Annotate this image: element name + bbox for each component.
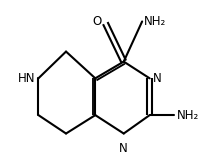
Text: NH₂: NH₂ bbox=[144, 15, 166, 28]
Text: N: N bbox=[119, 142, 128, 155]
Text: NH₂: NH₂ bbox=[177, 109, 199, 122]
Text: HN: HN bbox=[18, 72, 35, 85]
Text: N: N bbox=[153, 72, 162, 85]
Text: O: O bbox=[93, 15, 102, 28]
